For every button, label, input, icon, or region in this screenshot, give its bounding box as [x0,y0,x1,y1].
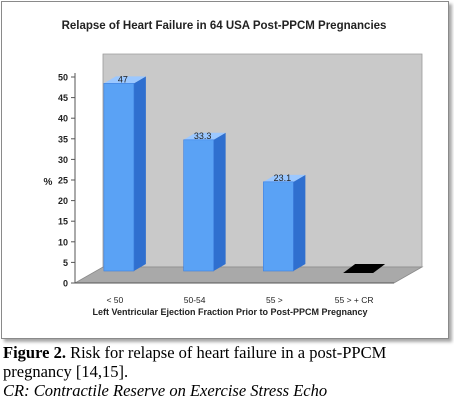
bar-top [103,76,146,84]
x-tick-label: < 50 [106,295,123,305]
figure-caption: Figure 2. Risk for relapse of heart fail… [3,343,448,400]
y-axis-label: % [44,177,53,188]
y-tick-label: 10 [58,237,68,247]
y-tick-label: 30 [58,155,68,165]
bar-side [213,132,226,271]
chart: 0 5 10 15 20 25 30 35 40 45 50 47 33.3 23.1 < 50 50-5… [44,20,424,317]
data-label: 23.1 [274,173,292,183]
x-axis-label: Left Ventricular Ejection Fraction Prior… [92,307,367,317]
caption-label: Figure 2. [3,343,66,362]
bar-side [133,76,146,271]
figure-frame: 0 5 10 15 20 25 30 35 40 45 50 47 33.3 23.1 < 50 50-5… [1,1,449,339]
y-tick-label: 40 [58,114,68,124]
x-axis: < 50 50-54 55 > 55 > + CR [75,282,394,305]
y-tick-label: 25 [58,176,68,186]
y-tick-label: 45 [58,93,68,103]
bars: 47 33.3 23.1 [103,74,386,273]
bar-top [263,174,306,182]
data-label: 33.3 [194,131,212,141]
chart-title: Relapse of Heart Failure in 64 USA Post-… [62,20,387,32]
bar-zero [343,264,386,273]
y-tick-label: 15 [58,217,68,227]
bar [263,181,294,272]
x-tick-label: 55 > [266,295,283,305]
y-axis: 0 5 10 15 20 25 30 35 40 45 50 [58,73,76,289]
caption-text: Risk for relapse of heart failure in a p… [3,343,387,381]
y-tick-label: 50 [58,73,68,83]
bar [103,83,135,272]
data-label: 47 [118,74,128,84]
back-wall [102,53,423,268]
bar-side [293,174,306,271]
bar-top [183,132,226,140]
x-tick-label: 55 > + CR [335,295,374,305]
y-tick-label: 0 [63,279,68,289]
y-tick-label: 35 [58,134,68,144]
bar [183,139,214,272]
y-tick-label: 20 [58,196,68,206]
y-tick-label: 5 [63,258,68,268]
caption-note: CR: Contractile Reserve on Exercise Stre… [3,381,328,400]
x-tick-label: 50-54 [184,295,206,305]
